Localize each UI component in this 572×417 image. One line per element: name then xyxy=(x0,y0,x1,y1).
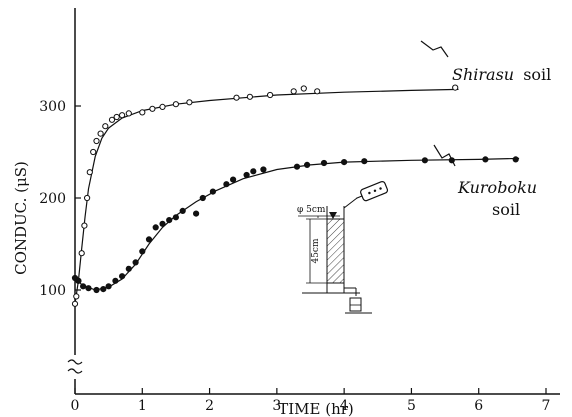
series-labels: Shirasu soil Kuroboku soil xyxy=(420,40,551,219)
shirasu-point-9 xyxy=(97,130,104,137)
kuroboku-point-28 xyxy=(320,159,328,167)
inset-soil-column xyxy=(326,218,345,284)
kuroboku-point-14 xyxy=(159,220,166,227)
kuroboku-point-23 xyxy=(243,171,250,179)
kuroboku-point-31 xyxy=(421,157,428,164)
kuroboku-point-4 xyxy=(93,286,100,294)
shirasu-point-19 xyxy=(186,99,193,106)
inset-collection-beaker xyxy=(349,297,362,312)
kuroboku-point-19 xyxy=(199,194,206,202)
inset-water-level-mark xyxy=(329,212,337,219)
shirasu-point-16 xyxy=(149,105,156,112)
shirasu-point-17 xyxy=(159,103,166,111)
kuroboku-point-20 xyxy=(209,188,216,195)
shirasu-point-1 xyxy=(73,293,80,300)
shirasu-leader xyxy=(420,40,449,58)
shirasu-point-10 xyxy=(102,123,109,130)
axis-break-mark xyxy=(67,359,83,374)
shirasu-point-18 xyxy=(172,101,179,108)
kuroboku-point-7 xyxy=(112,277,119,284)
kuroboku-point-3 xyxy=(85,285,92,292)
shirasu-fit-curve xyxy=(74,88,459,304)
shirasu-point-7 xyxy=(90,148,97,156)
shirasu-point-12 xyxy=(113,113,120,121)
kuroboku-point-13 xyxy=(152,224,159,231)
x-tick-label-4: 4 xyxy=(340,398,349,414)
inset-height-label: 45cm xyxy=(311,238,321,263)
kuroboku-point-21 xyxy=(223,181,230,188)
kuroboku-point-27 xyxy=(304,161,311,168)
x-tick-label-7: 7 xyxy=(542,398,551,414)
kuroboku-leader xyxy=(433,144,456,167)
kuroboku-fit-curve xyxy=(74,157,520,291)
data-points xyxy=(71,84,519,307)
kuroboku-point-1 xyxy=(75,277,82,284)
shirasu-point-11 xyxy=(108,116,116,123)
shirasu-point-23 xyxy=(290,88,297,95)
x-tick-label-1: 1 xyxy=(138,398,147,414)
kuroboku-point-29 xyxy=(341,159,348,166)
shirasu-point-21 xyxy=(246,93,253,100)
shirasu-point-6 xyxy=(86,169,93,176)
y-axis-title: CONDUC. (μS) xyxy=(12,161,30,275)
kuroboku-point-16 xyxy=(172,214,179,221)
shirasu-series-label: Shirasu soil xyxy=(452,65,551,84)
kuroboku-point-5 xyxy=(100,286,107,293)
shirasu-point-22 xyxy=(267,91,274,99)
kuroboku-point-9 xyxy=(125,265,132,272)
x-tick-label-0: 0 xyxy=(71,398,80,414)
y-tick-label-200: 200 xyxy=(39,191,66,207)
inset-diameter-label: φ 5cm xyxy=(297,205,326,215)
kuroboku-point-24 xyxy=(250,168,257,175)
shirasu-point-20 xyxy=(233,94,240,101)
kuroboku-series-name: Kuroboku xyxy=(457,178,537,197)
shirasu-point-26 xyxy=(452,84,459,91)
kuroboku-point-15 xyxy=(166,217,173,224)
shirasu-point-13 xyxy=(119,112,126,119)
kuroboku-point-12 xyxy=(145,236,153,243)
x-tick-label-3: 3 xyxy=(272,398,281,414)
shirasu-point-15 xyxy=(139,109,146,116)
shirasu-point-25 xyxy=(314,88,321,95)
kuroboku-point-10 xyxy=(132,259,139,266)
x-axis-title: TIME (hr) xyxy=(278,400,354,417)
shirasu-point-24 xyxy=(300,85,307,92)
y-tick-label-300: 300 xyxy=(39,99,66,115)
ticks: 0 1 2 3 4 5 6 7 100 200 300 xyxy=(39,99,550,414)
fit-curves xyxy=(74,88,520,304)
x-tick-label-6: 6 xyxy=(474,398,483,414)
shirasu-point-3 xyxy=(78,250,85,257)
kuroboku-point-22 xyxy=(230,176,237,183)
kuroboku-point-8 xyxy=(119,273,126,280)
shirasu-point-8 xyxy=(93,137,100,145)
kuroboku-point-25 xyxy=(260,166,267,173)
kuroboku-point-18 xyxy=(193,210,200,217)
kuroboku-point-26 xyxy=(293,163,301,170)
shirasu-point-0 xyxy=(71,300,79,307)
shirasu-point-4 xyxy=(81,222,88,229)
shirasu-point-5 xyxy=(84,194,91,202)
x-tick-label-2: 2 xyxy=(205,398,214,414)
inset-supply-flask xyxy=(356,181,389,202)
y-tick-label-100: 100 xyxy=(39,283,66,299)
column-apparatus-diagram: φ 5cm 45cm xyxy=(297,181,389,314)
kuroboku-point-2 xyxy=(80,283,87,290)
kuroboku-point-6 xyxy=(105,283,112,290)
kuroboku-point-34 xyxy=(512,156,519,163)
kuroboku-point-11 xyxy=(139,248,146,255)
kuroboku-point-17 xyxy=(179,207,186,214)
kuroboku-point-30 xyxy=(361,158,368,165)
inset-supply-tube xyxy=(343,197,358,209)
shirasu-point-14 xyxy=(125,110,132,117)
kuroboku-series-suffix: soil xyxy=(492,200,520,219)
x-tick-label-5: 5 xyxy=(407,398,416,414)
kuroboku-point-33 xyxy=(482,156,489,163)
